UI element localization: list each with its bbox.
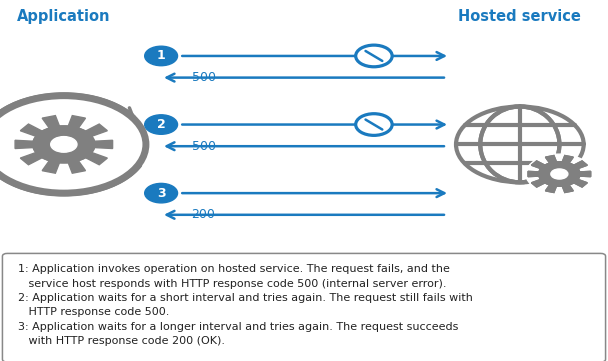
Polygon shape [528, 156, 590, 192]
Polygon shape [15, 116, 112, 173]
Text: 1: 1 [157, 49, 165, 62]
Text: Application: Application [17, 9, 111, 24]
FancyBboxPatch shape [2, 253, 606, 361]
Text: 500: 500 [192, 71, 215, 84]
Circle shape [551, 169, 568, 179]
Circle shape [539, 162, 580, 186]
Text: 1: Application invokes operation on hosted service. The request fails, and the
 : 1: Application invokes operation on host… [18, 264, 473, 346]
Text: 200: 200 [192, 208, 215, 221]
Circle shape [145, 46, 178, 66]
Circle shape [50, 136, 77, 152]
Circle shape [539, 162, 580, 186]
Text: 2: 2 [157, 118, 165, 131]
Circle shape [33, 126, 95, 163]
Circle shape [356, 114, 392, 135]
Text: Hosted service: Hosted service [458, 9, 581, 24]
Circle shape [356, 45, 392, 67]
Circle shape [145, 115, 178, 134]
Polygon shape [528, 156, 590, 192]
Text: 3: 3 [157, 187, 165, 200]
Circle shape [526, 154, 593, 194]
Circle shape [551, 169, 568, 179]
Text: 500: 500 [192, 140, 215, 153]
Circle shape [145, 183, 178, 203]
